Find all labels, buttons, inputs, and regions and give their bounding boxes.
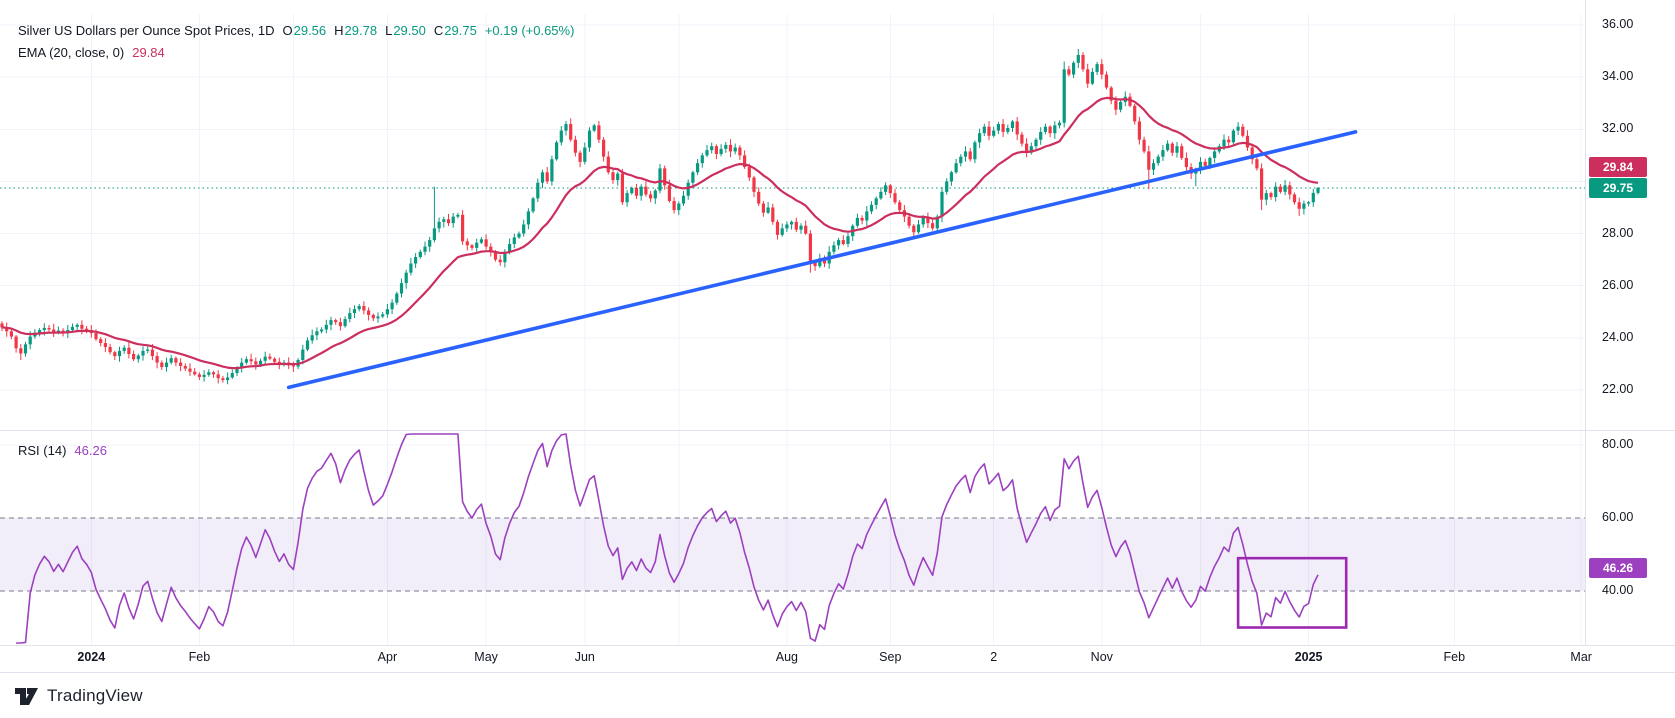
time-tick-label: May	[474, 650, 498, 664]
ohlc-high: H 29.78	[334, 23, 378, 38]
price-axis-border	[1585, 0, 1586, 645]
pane-divider[interactable]	[0, 430, 1675, 431]
ema-value: 29.84	[132, 45, 165, 60]
price-tick-label: 32.00	[1602, 121, 1634, 136]
price-tick-label: 36.00	[1602, 17, 1634, 31]
footer: TradingView	[0, 673, 1675, 718]
time-axis-bottom-border	[0, 672, 1675, 673]
time-tick-label: Feb	[1443, 650, 1466, 664]
ohlc-open: O 29.56	[282, 23, 327, 38]
ohlc-close: C 29.75	[433, 23, 477, 38]
rsi-tick-label: 40.00	[1602, 583, 1634, 597]
ema-label: EMA (20, close, 0)	[18, 45, 125, 60]
time-tick-label: 2	[990, 650, 998, 664]
rsi-label: RSI (14)	[18, 443, 67, 458]
time-axis-top-border	[0, 645, 1675, 646]
time-tick-label: Aug	[775, 650, 799, 664]
candles	[0, 48, 1320, 385]
time-tick-label: Feb	[188, 650, 211, 664]
trendline[interactable]	[286, 130, 1358, 390]
price-tick-label: 24.00	[1602, 329, 1634, 344]
time-tick-label: Mar	[1570, 650, 1592, 664]
symbol-title: Silver US Dollars per Ounce Spot Prices,…	[18, 23, 275, 38]
price-tick-label: 26.00	[1602, 277, 1634, 292]
rsi-value-badge: 46.26	[1589, 558, 1647, 579]
last-price-badge: 29.75	[1589, 177, 1647, 198]
time-tick-label: Sep	[879, 650, 902, 664]
time-tick-label: Apr	[377, 650, 398, 664]
change-value: +0.19 (+0.65%)	[484, 23, 575, 38]
symbol-legend[interactable]: Silver US Dollars per Ounce Spot Prices,…	[18, 23, 574, 39]
rsi-highlight-box[interactable]	[1236, 556, 1348, 629]
ema-legend[interactable]: EMA (20, close, 0) 29.84	[18, 45, 165, 61]
tradingview-brand[interactable]: TradingView	[47, 685, 143, 705]
price-tick-label: 34.00	[1602, 69, 1634, 84]
ohlc-low: L 29.50	[385, 23, 426, 38]
price-tick-label: 22.00	[1602, 381, 1634, 396]
time-tick-label: 2025	[1294, 650, 1323, 664]
price-tick-label: 28.00	[1602, 225, 1634, 240]
chart-canvas[interactable]	[0, 0, 1675, 672]
time-tick-label: Nov	[1090, 650, 1113, 664]
rsi-value: 46.26	[74, 443, 107, 458]
rsi-line	[16, 433, 1319, 644]
time-tick-label: Jun	[574, 650, 595, 664]
ema-line	[1, 96, 1319, 370]
rsi-band	[0, 518, 1585, 591]
rsi-tick-label: 80.00	[1602, 437, 1634, 451]
rsi-legend[interactable]: RSI (14) 46.26	[18, 443, 107, 459]
tradingview-logo-icon[interactable]	[14, 685, 39, 706]
ema-price-badge: 29.84	[1589, 156, 1647, 177]
rsi-tick-label: 60.00	[1602, 510, 1634, 524]
time-tick-label: 2024	[77, 650, 106, 664]
